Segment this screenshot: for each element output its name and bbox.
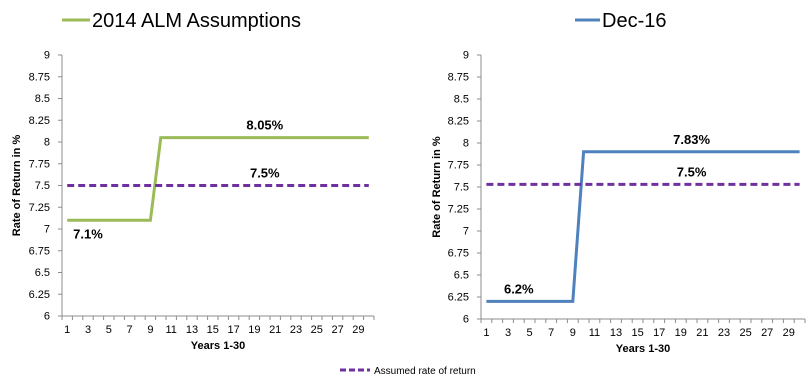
- legend-label: 2014 ALM Assumptions: [92, 10, 301, 32]
- x-axis-label: Years 1-30: [616, 343, 670, 355]
- y-tick-label: 7.5: [35, 180, 50, 192]
- x-tick-label: 25: [739, 327, 751, 339]
- x-tick-label: 27: [761, 327, 773, 339]
- data-label: 7.5%: [677, 164, 707, 179]
- x-tick-label: 19: [248, 324, 260, 336]
- y-tick-label: 7.5: [454, 182, 469, 194]
- y-tick-label: 7.25: [448, 204, 469, 216]
- y-tick-label: 6: [44, 311, 50, 323]
- y-tick-label: 6.5: [35, 267, 50, 279]
- x-tick-label: 15: [631, 327, 643, 339]
- series-line: [486, 150, 800, 303]
- y-tick-label: 6.75: [29, 245, 50, 257]
- x-tick-label: 9: [570, 327, 576, 339]
- data-label: 7.1%: [73, 226, 103, 241]
- y-tick-label: 8.75: [448, 72, 469, 84]
- x-tick-label: 1: [483, 327, 489, 339]
- y-tick-label: 8.5: [454, 94, 469, 106]
- legend-label: Dec-16: [602, 10, 666, 32]
- data-label: 8.05%: [246, 118, 283, 133]
- x-tick-label: 29: [783, 327, 795, 339]
- y-tick-label: 7: [44, 224, 50, 236]
- x-tick-label: 17: [653, 327, 665, 339]
- bottom-legend: Assumed rate of return: [340, 366, 476, 377]
- series-line: [67, 136, 369, 222]
- x-tick-label: 21: [269, 324, 281, 336]
- y-tick-label: 8.5: [35, 93, 50, 105]
- y-tick-label: 8.25: [448, 116, 469, 128]
- data-label: 6.2%: [504, 281, 534, 296]
- x-axis-label: Years 1-30: [191, 340, 245, 352]
- x-tick-label: 5: [106, 324, 112, 336]
- x-tick-label: 11: [165, 324, 176, 336]
- y-tick-label: 9: [463, 50, 469, 62]
- x-tick-label: 25: [311, 324, 323, 336]
- y-axis-label: Rate of Return in %: [431, 136, 443, 238]
- x-tick-label: 7: [548, 327, 554, 339]
- x-tick-label: 19: [675, 327, 687, 339]
- y-tick-label: 7: [463, 226, 469, 238]
- x-tick-label: 7: [127, 324, 133, 336]
- y-tick-label: 7.75: [29, 158, 50, 170]
- x-tick-label: 1: [64, 324, 70, 336]
- x-tick-label: 23: [290, 324, 302, 336]
- x-tick-label: 3: [505, 327, 511, 339]
- y-tick-label: 6.5: [454, 270, 469, 282]
- x-tick-label: 27: [331, 324, 343, 336]
- y-tick-label: 8: [463, 138, 469, 150]
- y-tick-label: 6.25: [29, 289, 50, 301]
- data-label: 7.83%: [673, 132, 710, 147]
- x-tick-label: 9: [147, 324, 153, 336]
- x-tick-label: 13: [186, 324, 198, 336]
- x-tick-label: 29: [352, 324, 364, 336]
- y-tick-label: 8.25: [29, 115, 50, 127]
- y-axis-label: Rate of Return in %: [11, 135, 23, 237]
- y-tick-label: 8: [44, 137, 50, 149]
- y-tick-label: 6.25: [448, 292, 469, 304]
- x-tick-label: 11: [589, 327, 600, 339]
- y-tick-label: 7.25: [29, 202, 50, 214]
- y-tick-label: 9: [44, 50, 50, 62]
- x-tick-label: 23: [718, 327, 730, 339]
- y-tick-label: 8.75: [29, 71, 50, 83]
- x-tick-label: 13: [610, 327, 622, 339]
- legend-label: Assumed rate of return: [374, 366, 476, 377]
- x-tick-label: 21: [696, 327, 708, 339]
- y-tick-label: 6: [463, 314, 469, 326]
- x-tick-label: 15: [207, 324, 219, 336]
- x-tick-label: 3: [85, 324, 91, 336]
- x-tick-label: 17: [227, 324, 239, 336]
- x-tick-label: 5: [527, 327, 533, 339]
- y-tick-label: 7.75: [448, 160, 469, 172]
- y-tick-label: 6.75: [448, 248, 469, 260]
- data-label: 7.5%: [250, 166, 280, 181]
